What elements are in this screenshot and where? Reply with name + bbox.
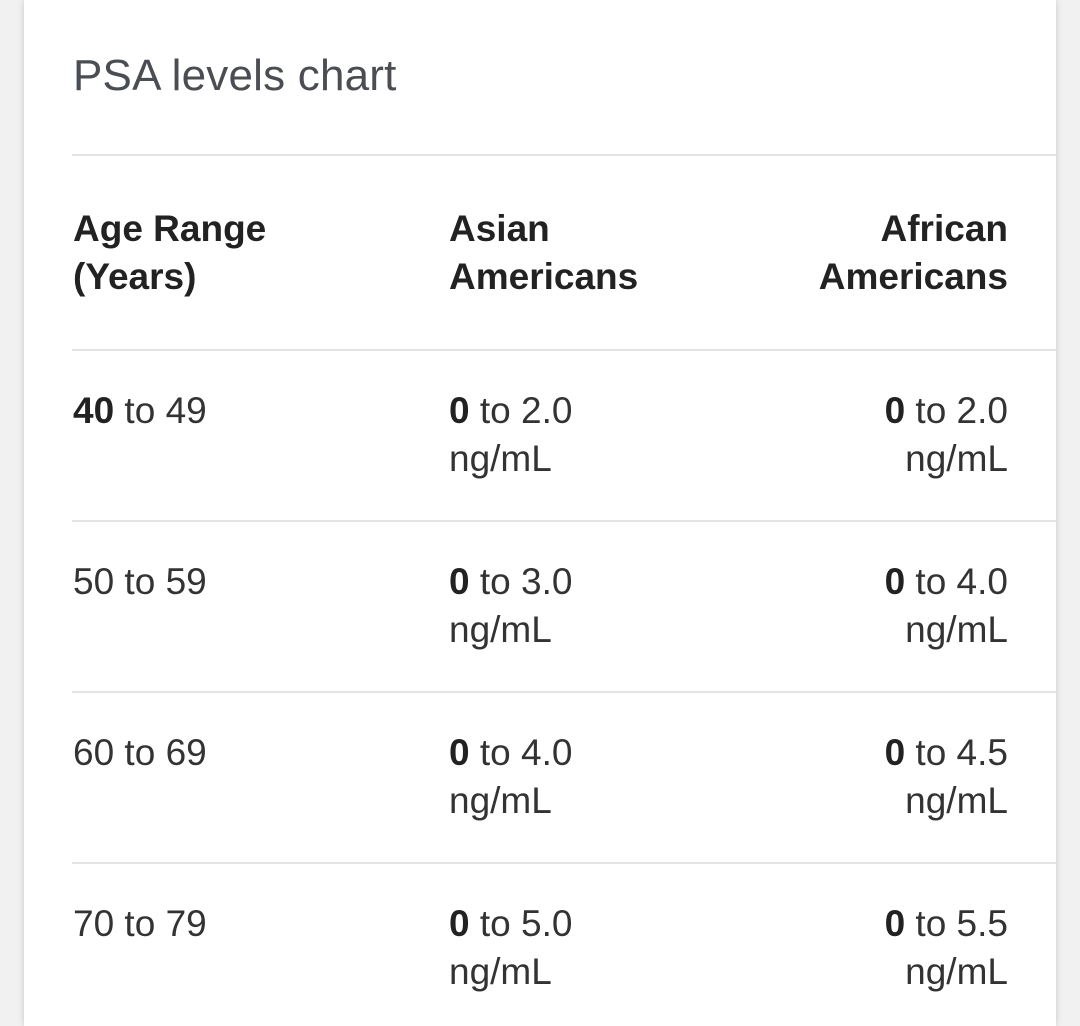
header-african-americans: African Americans — [818, 208, 1008, 297]
african-americans-cell: 0 to 4.0 ng/mL — [884, 561, 1008, 650]
divider — [72, 154, 1056, 156]
header-age-range: Age Range (Years) — [73, 208, 267, 297]
age-range-cell: 50 to 59 — [73, 561, 207, 602]
asian-americans-cell: 0 to 5.0 ng/mL — [449, 903, 573, 992]
african-americans-cell: 0 to 2.0 ng/mL — [884, 390, 1008, 479]
asian-americans-cell: 0 to 3.0 ng/mL — [449, 561, 573, 650]
african-americans-cell: 0 to 5.5 ng/mL — [884, 903, 1008, 992]
card-title: PSA levels chart — [73, 51, 397, 100]
asian-americans-cell: 0 to 2.0 ng/mL — [449, 390, 573, 479]
asian-americans-cell: 0 to 4.0 ng/mL — [449, 732, 573, 821]
divider — [72, 691, 1056, 693]
age-range-cell: 40 to 49 — [73, 390, 207, 431]
age-range-cell: 70 to 79 — [73, 903, 207, 944]
header-asian-americans: Asian Americans — [449, 208, 639, 297]
divider — [72, 349, 1056, 351]
divider — [72, 520, 1056, 522]
age-range-cell: 60 to 69 — [73, 732, 207, 773]
divider — [72, 862, 1056, 864]
psa-levels-card: PSA levels chart Age Range (Years) Asian… — [24, 0, 1056, 1026]
african-americans-cell: 0 to 4.5 ng/mL — [884, 732, 1008, 821]
